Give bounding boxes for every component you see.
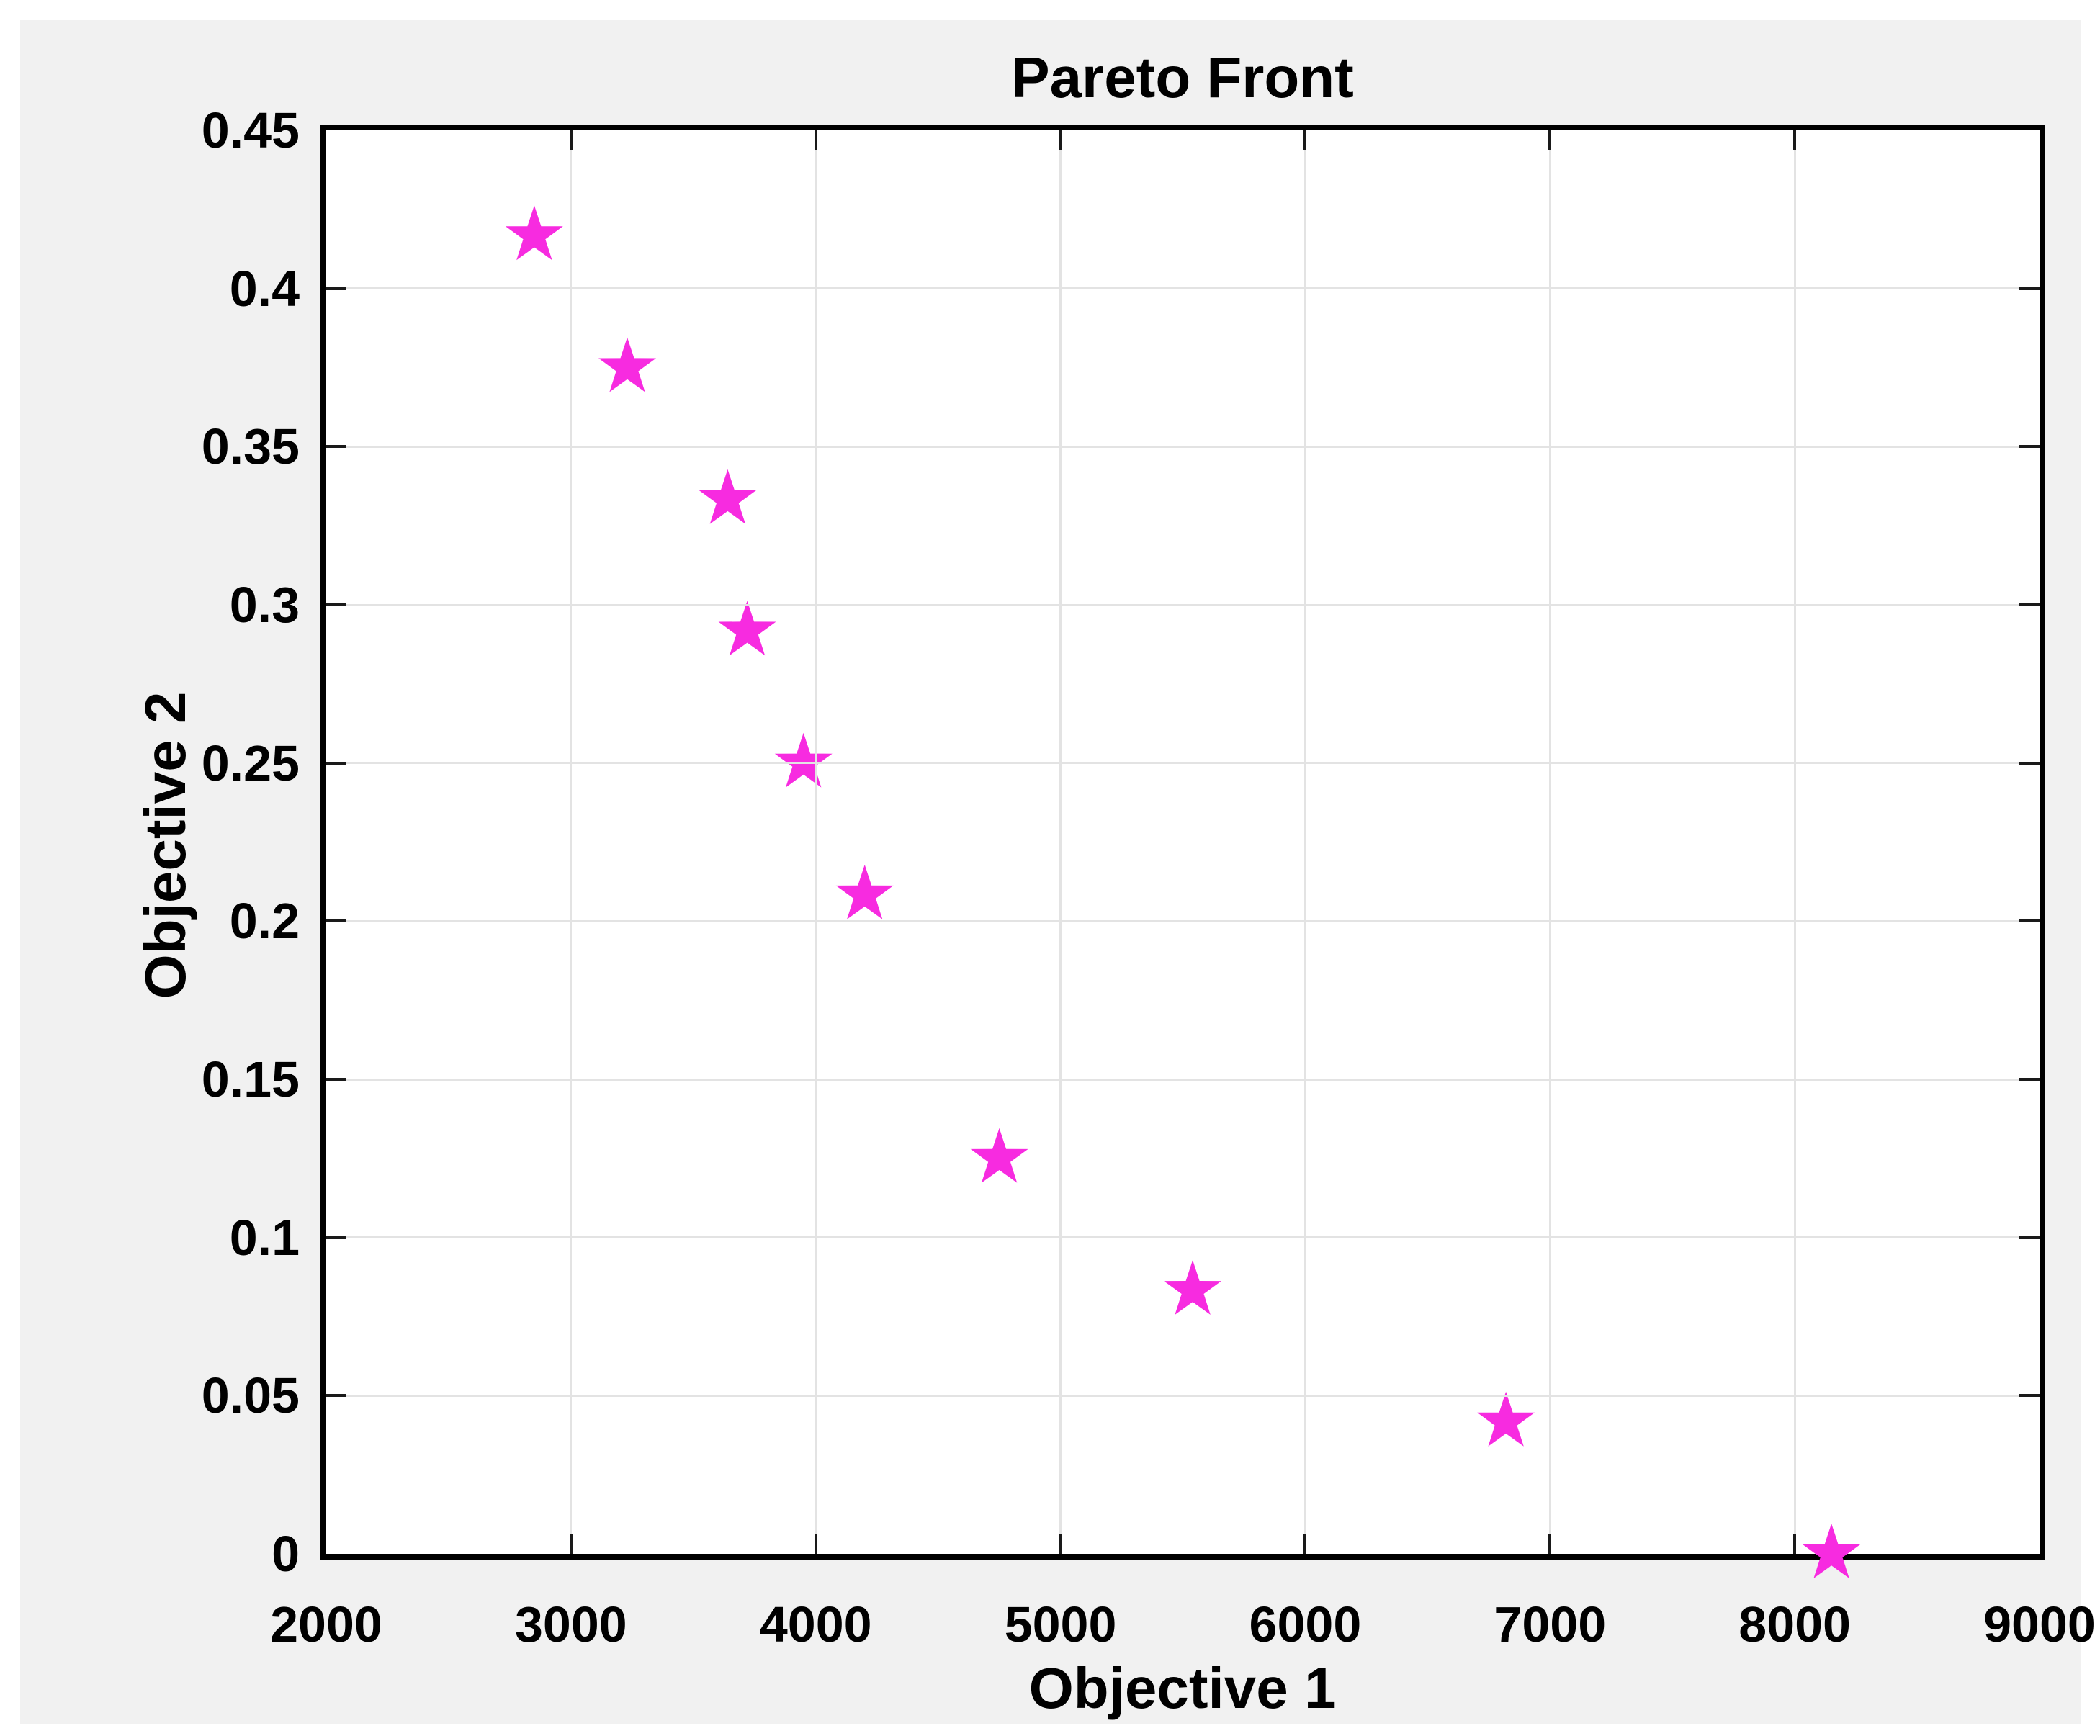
x-gridline bbox=[1793, 130, 1796, 1554]
right-axis-tick-mark bbox=[2019, 603, 2040, 606]
right-axis-tick-mark bbox=[2019, 287, 2040, 290]
x-tick-label: 8000 bbox=[1738, 1596, 1851, 1652]
x-tick-label: 3000 bbox=[514, 1596, 627, 1652]
x-tick-label: 2000 bbox=[270, 1596, 382, 1652]
top-axis-tick-mark bbox=[814, 130, 817, 150]
x-tick-label: 4000 bbox=[759, 1596, 872, 1652]
top-axis-tick-mark bbox=[1793, 130, 1797, 150]
y-gridline bbox=[326, 445, 2040, 448]
y-tick-label: 0.35 bbox=[201, 418, 300, 475]
y-tick-label: 0.05 bbox=[201, 1367, 300, 1424]
x-tick-label: 7000 bbox=[1494, 1596, 1607, 1652]
x-tick-label: 9000 bbox=[1983, 1596, 2096, 1652]
left-axis-tick-mark bbox=[326, 1078, 346, 1081]
left-axis-tick-mark bbox=[326, 761, 346, 765]
right-axis-tick-mark bbox=[2019, 1078, 2040, 1081]
x-gridline bbox=[1548, 130, 1551, 1554]
data-point-star[interactable] bbox=[1803, 1524, 1861, 1578]
y-gridline bbox=[326, 603, 2040, 606]
figure-canvas: Pareto Front 2000 3000 4000 5000 6000 7000 800… bbox=[20, 20, 2096, 1724]
y-gridline bbox=[326, 1236, 2040, 1239]
x-gridline bbox=[570, 130, 573, 1554]
scatter-points-layer bbox=[505, 205, 1861, 1578]
y-tick-label: 0.25 bbox=[201, 734, 300, 791]
y-axis-label: Objective 2 bbox=[133, 691, 197, 999]
y-gridline bbox=[326, 287, 2040, 290]
y-tick-label: 0.4 bbox=[229, 260, 300, 317]
y-tick-label: 0.3 bbox=[229, 577, 300, 633]
x-tick-label: 5000 bbox=[1004, 1596, 1117, 1652]
x-gridline bbox=[815, 130, 817, 1554]
data-point-star[interactable] bbox=[1477, 1391, 1535, 1447]
data-point-star[interactable] bbox=[1164, 1260, 1221, 1315]
right-axis-tick-mark bbox=[2019, 761, 2040, 765]
right-axis-tick-mark bbox=[2019, 919, 2040, 923]
x-axis-label: Objective 1 bbox=[1028, 1656, 1337, 1720]
top-axis-tick-mark bbox=[1303, 130, 1307, 150]
y-gridline bbox=[326, 919, 2040, 922]
data-point-star[interactable] bbox=[774, 732, 833, 788]
left-axis-tick-mark bbox=[326, 287, 346, 290]
right-axis-tick-mark bbox=[2019, 1236, 2040, 1239]
bottom-axis-tick-mark bbox=[1303, 1534, 1307, 1554]
left-axis-tick-mark bbox=[326, 1394, 346, 1398]
left-axis-tick-mark bbox=[326, 445, 346, 449]
x-tick-label: 6000 bbox=[1249, 1596, 1362, 1652]
y-gridline bbox=[326, 1078, 2040, 1081]
left-axis-tick-mark bbox=[326, 603, 346, 606]
bottom-axis-tick-mark bbox=[1793, 1534, 1797, 1554]
data-point-star[interactable] bbox=[970, 1128, 1028, 1183]
bottom-axis-tick-mark bbox=[814, 1534, 817, 1554]
y-tick-label: 0 bbox=[272, 1526, 300, 1582]
top-axis-tick-mark bbox=[569, 130, 573, 150]
left-axis-tick-mark bbox=[326, 919, 346, 923]
plot-area bbox=[320, 125, 2045, 1578]
x-gridline bbox=[1059, 130, 1062, 1554]
data-point-star[interactable] bbox=[718, 601, 776, 656]
data-point-star[interactable] bbox=[835, 864, 894, 919]
y-gridline bbox=[326, 762, 2040, 765]
y-tick-label: 0.1 bbox=[229, 1209, 300, 1266]
y-gridline bbox=[326, 1394, 2040, 1397]
x-gridline bbox=[1303, 130, 1306, 1554]
bottom-axis-tick-mark bbox=[1548, 1534, 1552, 1554]
right-axis-tick-mark bbox=[2019, 445, 2040, 449]
top-axis-tick-mark bbox=[1548, 130, 1552, 150]
bottom-axis-tick-mark bbox=[1059, 1534, 1062, 1554]
y-tick-label: 0.15 bbox=[201, 1051, 300, 1107]
data-point-star[interactable] bbox=[598, 337, 656, 392]
y-tick-label: 0.2 bbox=[229, 893, 300, 950]
plot-inner-region bbox=[326, 130, 2040, 1578]
y-tick-label: 0.45 bbox=[201, 102, 300, 158]
right-axis-tick-mark bbox=[2019, 1394, 2040, 1398]
chart-title: Pareto Front bbox=[1011, 45, 1354, 109]
top-axis-tick-mark bbox=[1059, 130, 1062, 150]
bottom-axis-tick-mark bbox=[569, 1534, 573, 1554]
data-point-star[interactable] bbox=[699, 469, 757, 524]
left-axis-tick-mark bbox=[326, 1236, 346, 1239]
data-point-star[interactable] bbox=[505, 205, 563, 261]
